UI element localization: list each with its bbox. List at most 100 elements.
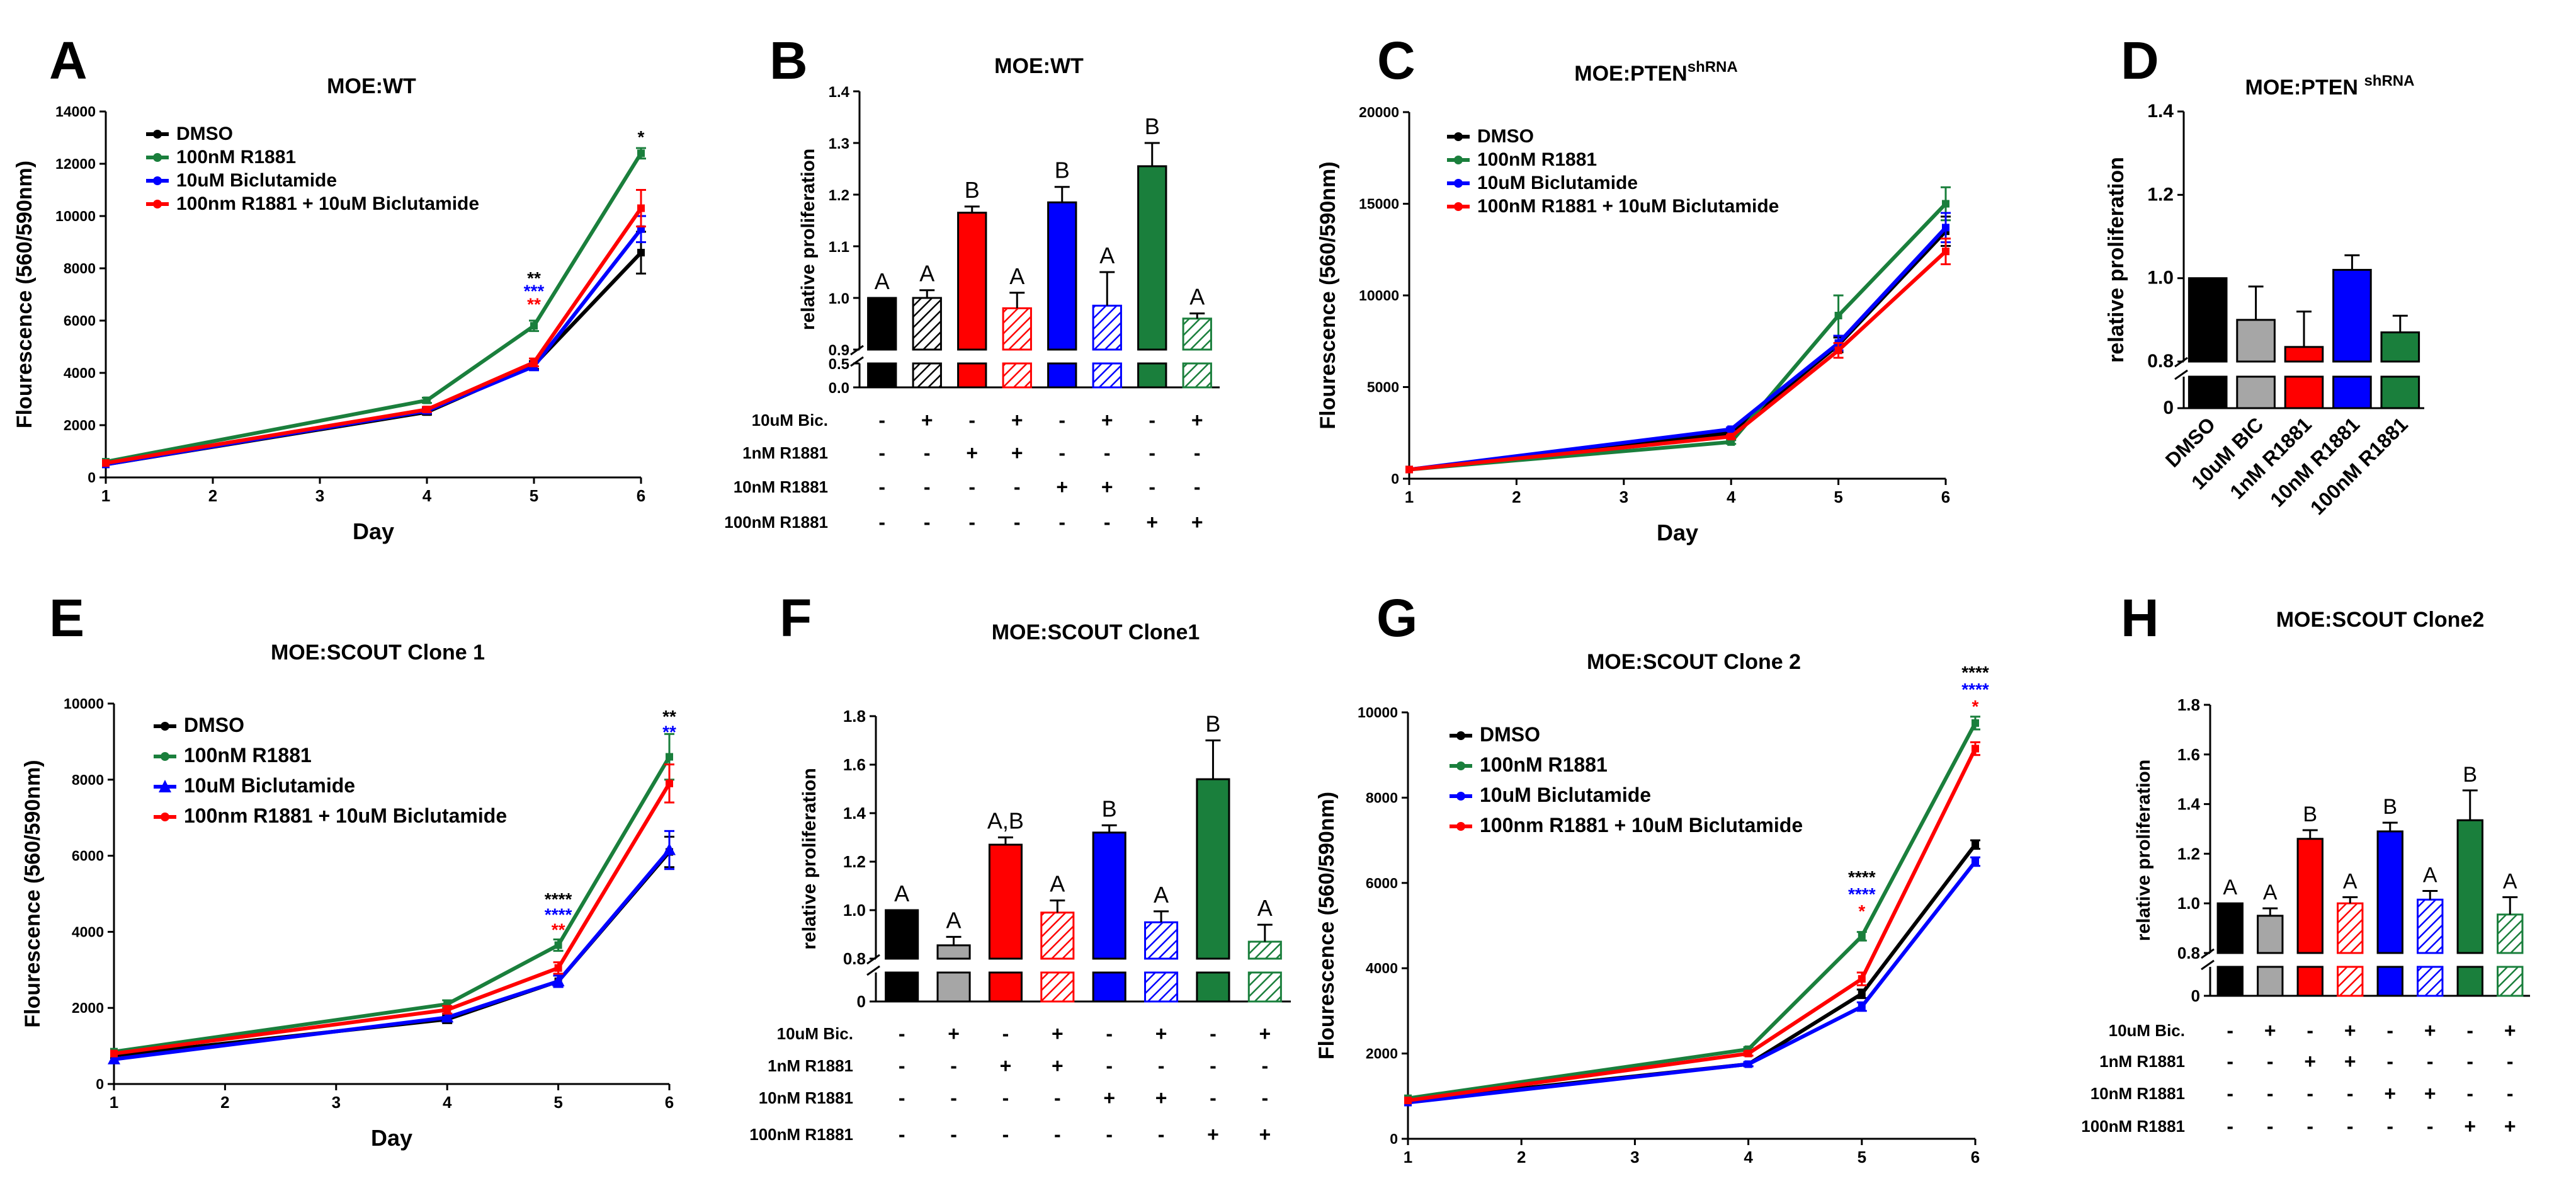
chart-title: MOE:WT — [994, 54, 1084, 78]
treatment-sign: - — [2386, 1019, 2393, 1042]
significance-marker: ** — [552, 920, 565, 939]
legend-marker — [1454, 156, 1463, 164]
treatment-label: 1nM R1881 — [768, 1056, 853, 1075]
treatment-sign: - — [1149, 476, 1155, 498]
data-point — [552, 974, 565, 986]
legend-label: 10uM Biclutamide — [176, 170, 337, 191]
panel-letter: F — [780, 588, 812, 648]
treatment-sign: - — [2386, 1050, 2393, 1073]
treatment-label: 10nM R1881 — [759, 1088, 853, 1107]
x-tick-label: 6 — [637, 486, 645, 505]
series-line-3 — [1409, 249, 1948, 472]
legend-label: 100nm R1881 + 10uM Biclutamide — [176, 193, 479, 214]
bar — [1092, 304, 1122, 351]
series-line-1 — [1409, 202, 1948, 472]
treatment-sign: - — [2427, 1050, 2434, 1073]
treatment-sign: - — [1149, 442, 1155, 464]
data-point — [554, 964, 562, 972]
treatment-sign: - — [878, 409, 885, 431]
series-line-3 — [105, 207, 643, 465]
axis-break-mark — [850, 356, 864, 367]
treatment-sign: - — [1158, 1123, 1165, 1146]
bar — [1092, 831, 1126, 960]
significance-letter: A — [894, 881, 909, 906]
data-point — [1942, 248, 1949, 256]
legend-label: 10uM Biclutamide — [1480, 784, 1651, 806]
data-point — [1744, 1060, 1752, 1068]
x-axis-label: Day — [1657, 520, 1698, 545]
x-tick-label: 1 — [1404, 1148, 1412, 1167]
legend-label: 10uM Biclutamide — [1477, 173, 1638, 193]
y-tick-label: 10000 — [64, 695, 104, 712]
significance-letter: B — [2383, 795, 2397, 819]
treatment-sign: - — [1104, 511, 1111, 533]
chart-title: MOE:SCOUT Clone 1 — [271, 641, 485, 665]
treatment-sign: - — [2227, 1082, 2233, 1105]
legend-marker — [1456, 731, 1465, 740]
treatment-sign: + — [1052, 1054, 1064, 1077]
significance-marker: * — [1972, 697, 1979, 716]
x-tick-label: 2 — [1512, 488, 1521, 506]
y-tick-label: 6000 — [1366, 875, 1398, 891]
significance-marker: ** — [527, 268, 541, 288]
panel-g: G MOE:SCOUT Clone 2 1 2 3 4 5 6 0 2000 4000 6000 800… — [1315, 588, 1989, 1181]
y-tick-label: 1.6 — [2177, 745, 2200, 764]
treatment-sign: + — [1259, 1022, 1271, 1045]
bar-lower — [2497, 966, 2524, 997]
treatment-sign: + — [2464, 1115, 2476, 1138]
bar — [1196, 778, 1230, 960]
y-tick-label: 14000 — [55, 103, 96, 120]
legend-marker — [1454, 179, 1463, 188]
legend-label: DMSO — [176, 123, 233, 144]
significance-letter: B — [965, 177, 980, 203]
chart-title: MOE:WT — [327, 74, 416, 98]
treatment-sign: - — [2227, 1115, 2233, 1138]
y-tick-label: 6000 — [64, 312, 96, 329]
treatment-sign: - — [2466, 1050, 2473, 1073]
bar-lower — [1196, 971, 1230, 1003]
legend-marker — [161, 813, 169, 821]
treatment-sign: - — [950, 1087, 957, 1109]
treatment-sign: - — [1014, 511, 1021, 533]
treatment-sign: + — [966, 442, 978, 464]
treatment-sign: - — [1054, 1087, 1061, 1109]
significance-letter: A — [919, 261, 934, 287]
treatment-sign: - — [878, 442, 885, 464]
y-tick-label: 20000 — [1359, 104, 1399, 120]
treatment-sign: + — [2504, 1115, 2516, 1138]
y-axis-label: Flourescence (560/590nm) — [13, 161, 37, 428]
data-point — [530, 358, 538, 367]
treatment-sign: - — [1014, 476, 1021, 498]
y-tick-label: 12000 — [55, 156, 96, 172]
x-tick-label: 6 — [1971, 1148, 1980, 1167]
y-tick-label: 0.8 — [2177, 944, 2200, 962]
treatment-label: 10nM R1881 — [2091, 1084, 2185, 1103]
treatment-sign: - — [968, 409, 975, 431]
bar — [2296, 838, 2324, 954]
treatment-sign: + — [2344, 1050, 2356, 1073]
treatment-sign: + — [1146, 511, 1158, 533]
treatment-sign: - — [1104, 442, 1111, 464]
series-line-3 — [113, 782, 671, 1056]
bar-lower — [2337, 966, 2364, 997]
data-point — [1834, 312, 1842, 320]
treatment-sign: - — [878, 476, 885, 498]
treatment-sign: + — [2264, 1019, 2276, 1042]
treatment-sign: - — [2306, 1115, 2313, 1138]
series-line-1 — [105, 152, 643, 464]
x-axis-label: Day — [371, 1125, 412, 1151]
bar-lower — [1092, 971, 1126, 1003]
data-point — [1942, 200, 1949, 208]
bar — [2497, 913, 2524, 954]
treatment-sign: - — [1261, 1087, 1268, 1109]
treatment-sign: - — [1058, 409, 1065, 431]
axis-break-mark — [2201, 959, 2215, 971]
bar-lower — [2456, 966, 2483, 997]
treatment-sign: - — [1210, 1087, 1217, 1109]
y-tick-label: 0.8 — [843, 949, 866, 968]
bar-lower — [2216, 966, 2244, 997]
significance-marker: ** — [662, 722, 676, 741]
data-point — [1972, 719, 1979, 727]
treatment-sign: + — [1011, 442, 1023, 464]
series-line-1 — [1407, 722, 1977, 1100]
